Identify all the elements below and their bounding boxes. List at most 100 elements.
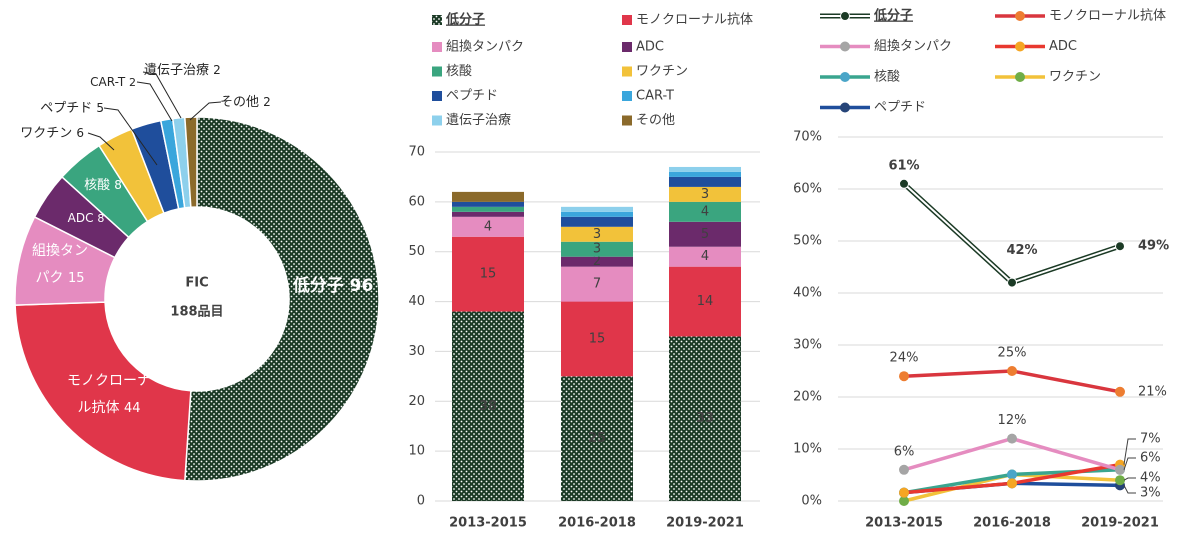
y-tick-label: 30% [793,338,822,353]
bar-value-label: 7 [593,277,601,292]
donut-label-name: モノクローナル抗体 [67,373,151,416]
bar-segment [561,266,633,302]
leader-line [142,71,182,119]
bar-segment [561,226,633,242]
legend-marker [1015,72,1025,82]
donut-label-value: 2 [213,63,221,77]
legend-label: ADC [636,40,664,55]
donut-label-box: 核酸 8 [73,174,133,196]
donut-label-value: 8 [114,178,122,192]
line-marker [1007,469,1017,480]
legend-swatch [432,66,442,77]
line-marker [899,496,909,506]
bar-segment [561,301,633,377]
line-value-label: 6% [1140,451,1161,466]
donut-label-name: CAR-T [90,75,126,89]
donut-label-value: 44 [123,400,141,416]
legend-swatch [622,66,632,77]
line-marker [1115,386,1125,397]
y-tick-label: 20% [793,390,822,405]
donut-label-box: CAR-T 2 [40,71,136,93]
center-subtitle: 188品目 [170,305,223,320]
legend-swatch [622,42,632,52]
donut-label-box: 遺伝子治療 2 [144,59,254,81]
line-marker [1007,433,1017,444]
line-inner [903,183,1121,284]
y-tick-label: 30 [408,344,425,359]
line-value-label: 42% [1006,243,1037,258]
line-marker [1007,277,1017,288]
y-tick-label: 20 [408,394,425,409]
donut-label-box: その他 2 [220,91,300,113]
bar-value-label: 14 [697,294,714,309]
legend-swatch [622,91,632,101]
donut-label-name: 核酸 [84,178,111,193]
bar-segment [669,221,741,247]
donut-slice [14,301,192,482]
bar-segment [561,206,633,212]
bar-segment [452,191,524,202]
donut-label: その他 2 [220,91,300,113]
bar-value-label: 4 [701,204,709,219]
line-value-label: 7% [1140,432,1161,447]
donut-label: 低分子 96 [288,270,378,302]
line-value-label: 3% [1140,486,1161,501]
leader-line [103,107,158,166]
legend-label: 核酸 [446,64,472,79]
bar-segment [669,201,741,222]
line-marker [1115,464,1125,475]
legend-label: ペプチド [446,89,498,104]
bar-segment [669,246,741,267]
x-tick-label: 2016-2018 [558,516,636,531]
legend-label: ペプチド [874,100,926,115]
line-marker [1115,241,1125,252]
bar-value-label: 3 [593,242,601,257]
line-marker [899,464,909,475]
line-value-label: 12% [998,413,1027,428]
donut-label-box: ペプチド 5 [0,97,104,119]
bar-segment [452,201,524,207]
line-value-label: 61% [888,158,919,173]
y-tick-label: 50 [408,244,425,259]
donut-label-name: 遺伝子治療 [144,63,210,78]
bar-segment [452,236,524,312]
bar-segment [452,206,524,212]
bar-value-label: 25 [588,431,606,446]
bar-value-label: 15 [589,331,606,346]
donut-label-box: 低分子 96 [288,270,378,302]
legend-swatch [432,91,442,101]
legend-label: 核酸 [874,70,900,85]
legend-swatch [432,15,442,25]
legend-label: ワクチン [1049,70,1101,85]
line-marker [899,371,909,382]
legend-swatch [432,42,442,52]
y-tick-label: 40% [793,286,822,301]
line-value-label: 24% [890,351,919,366]
line [902,181,1121,286]
donut-label-value: 96 [349,276,374,296]
bar-segment [669,336,741,501]
donut-label: ペプチド 5 [0,97,104,119]
donut-label-box: 組換タンパク 15 [26,238,94,291]
leader-line [189,101,222,121]
legend-swatch [622,15,632,25]
legend-label: 遺伝子治療 [446,113,511,128]
x-tick-label: 2019-2021 [666,516,744,531]
bar-segment [669,186,741,202]
donut-label-name: 低分子 [292,276,344,296]
bar-value-label: 5 [701,227,709,242]
donut-label: モノクローナル抗体 44 [67,373,151,416]
y-tick-label: 60 [408,194,425,209]
legend-marker [1015,11,1025,21]
line-value-label: 49% [1138,239,1169,254]
x-tick-label: 2019-2021 [1081,516,1159,531]
legend-swatch [622,115,632,126]
legend-label: モノクローナル抗体 [1049,9,1166,24]
legend-label: その他 [636,113,675,128]
leader-line [1123,438,1136,465]
donut-label-value: 6 [76,126,84,140]
donut-label-value: 8 [97,212,105,225]
donut-label: CAR-T 2 [40,71,136,93]
center-title: FIC [185,276,208,291]
